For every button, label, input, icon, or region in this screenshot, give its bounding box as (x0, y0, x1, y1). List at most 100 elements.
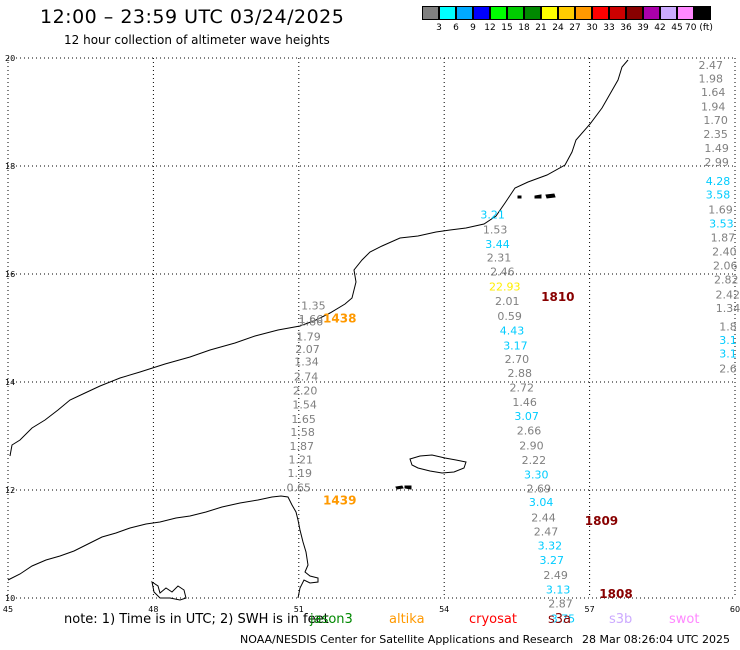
page-subtitle: 12 hour collection of altimeter wave hei… (64, 33, 330, 47)
colorbar-swatch (677, 6, 694, 20)
colorbar-tick-label: 33 (603, 23, 615, 33)
wave-height-value: 1.65 (291, 413, 316, 426)
wave-height-value: 3.30 (524, 469, 549, 482)
wave-height-value: 2.46 (490, 266, 515, 279)
wave-height-value: 1.86 (299, 315, 324, 328)
longitude-tick-label: 45 (3, 605, 13, 614)
map-grid: 45 48 51 54 57 60 20 18 16 14 12 10 (3, 54, 740, 614)
wave-height-value: 1.87 (289, 440, 314, 453)
wave-height-value: 1.46 (512, 396, 537, 409)
pass-time-label: 1808 (599, 587, 632, 601)
legend-item-s3b: s3b (609, 612, 633, 627)
wave-height-value: 3.53 (709, 218, 734, 231)
wave-height-value: 3.1 (719, 348, 737, 361)
longitude-tick-label: 57 (585, 605, 595, 614)
legend-item-cryosat: cryosat (469, 612, 517, 627)
wave-height-value: 2.47 (534, 525, 559, 538)
colorbar-swatch (609, 6, 626, 20)
colorbar-swatch (473, 6, 490, 20)
wave-height-value: 2.20 (293, 384, 318, 397)
wave-height-value: 2.44 (531, 511, 556, 524)
small-islands (395, 193, 556, 490)
wave-height-value: 3.75 (551, 612, 576, 625)
wave-height-value: 3.58 (706, 188, 731, 201)
colorbar-tick-label: 21 (535, 23, 547, 33)
colorbar-tick-label: 30 (586, 23, 598, 33)
longitude-tick-label: 51 (294, 605, 304, 614)
wave-height-value: 4.43 (500, 324, 525, 337)
coastal-inlet (151, 580, 187, 601)
pass-time-label: 1439 (323, 494, 356, 508)
wave-height-value: 1.98 (699, 72, 724, 85)
longitude-tick-label: 48 (148, 605, 158, 614)
colorbar-swatch (643, 6, 660, 20)
wave-height-value: 3.44 (485, 238, 510, 251)
pass-time-label: 1809 (585, 514, 618, 528)
legend-item-swot: swot (669, 612, 700, 627)
latitude-tick-label: 18 (5, 162, 15, 171)
wave-height-value: 2.06 (713, 260, 738, 273)
longitude-tick-label: 54 (439, 605, 449, 614)
somali-coastline (7, 495, 319, 599)
wave-height-value: 4.28 (706, 175, 731, 188)
wave-height-value: 1.66 (299, 313, 324, 326)
wave-height-value: 2.01 (495, 295, 520, 308)
latitude-tick-label: 12 (5, 486, 15, 495)
legend-note: note: 1) Time is in UTC; 2) SWH is in fe… (64, 612, 329, 627)
wave-height-value: 2.66 (517, 424, 542, 437)
wave-height-value: 1.35 (301, 300, 326, 313)
longitude-tick-label: 60 (730, 605, 740, 614)
wave-height-value: 2.72 (509, 382, 534, 395)
coastline (7, 59, 629, 601)
wave-height-value: 3.1 (719, 334, 737, 347)
wave-height-value: 3.04 (529, 496, 554, 509)
colorbar-tick-label: 27 (569, 23, 581, 33)
wave-height-value: 1.79 (296, 330, 321, 343)
colorbar-swatch (422, 6, 439, 20)
wave-height-value: 3.27 (540, 554, 565, 567)
colorbar-tick-label: 9 (470, 23, 476, 33)
footer-timestamp: 28 Mar 08:26:04 UTC 2025 (582, 633, 730, 646)
colorbar-tick-label: 42 (654, 23, 666, 33)
altimeter-tracks: 1.351.661.861.792.071.342.742.201.541.65… (287, 59, 740, 625)
wave-height-value: 1.34 (716, 302, 740, 315)
wave-height-value: 2.88 (508, 367, 533, 380)
wave-height-value: 2.22 (522, 454, 547, 467)
colorbar-swatch (507, 6, 524, 20)
wave-height-value: 3.13 (546, 584, 571, 597)
latitude-tick-label: 10 (5, 594, 15, 603)
colorbar-tick-label: 36 (620, 23, 632, 33)
wave-height-value: 1.8 (719, 321, 737, 334)
wave-height-value: 2.74 (294, 370, 319, 383)
wave-height-value: 1.94 (701, 100, 726, 113)
wave-height-value: 2.99 (704, 156, 729, 169)
track-time-labels: 1438 1439 1810 1809 1808 (323, 290, 633, 601)
wave-height-value: 2.49 (543, 569, 568, 582)
colorbar-swatch (558, 6, 575, 20)
colorbar-tick-label: 24 (552, 23, 564, 33)
colorbar-swatch (439, 6, 456, 20)
legend-item-jason3: jason3 (310, 612, 353, 627)
colorbar-tick-label: 18 (518, 23, 530, 33)
wave-height-value: 3.07 (514, 410, 539, 423)
colorbar-swatch (592, 6, 609, 20)
wave-height-value: 2.42 (715, 288, 740, 301)
pass-time-label: 1438 (323, 312, 356, 326)
colorbar-tick-label: 6 (453, 23, 459, 33)
colorbar-swatch (626, 6, 643, 20)
colorbar-tick-label: 12 (484, 23, 496, 33)
legend-item-s3a: s3a (548, 612, 572, 627)
wave-height-value: 2.6 (719, 362, 737, 375)
wave-height-value: 1.87 (711, 232, 736, 245)
latitude-tick-label: 20 (5, 54, 15, 63)
wave-height-value: 2.90 (519, 440, 544, 453)
wave-height-value: 22.93 (489, 281, 521, 294)
wave-height-value: 1.34 (294, 355, 319, 368)
colorbar-tick-label: 45 (671, 23, 683, 33)
page-title: 12:00 – 23:59 UTC 03/24/2025 (40, 6, 345, 28)
wave-height-value: 3.17 (503, 340, 528, 353)
wave-height-value: 2.69 (526, 483, 551, 496)
wave-height-value: 2.07 (295, 343, 320, 356)
wave-height-value: 2.40 (712, 246, 737, 259)
wave-height-value: 1.54 (292, 398, 317, 411)
